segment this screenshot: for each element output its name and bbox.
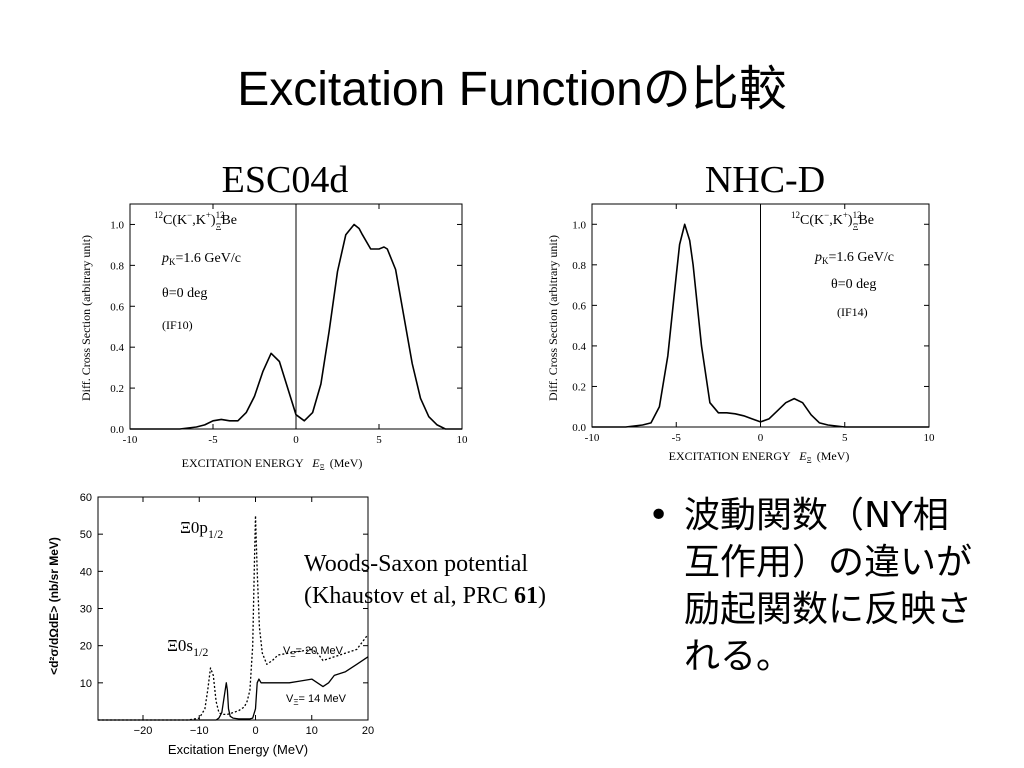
esc-x-tick-label: 5	[376, 434, 382, 446]
esc-y-tick-label: 0.0	[110, 424, 124, 436]
nhc-series-line-0	[592, 223, 929, 428]
esc04d-heading: ESC04d	[221, 159, 349, 201]
esc04d-axes	[129, 203, 463, 430]
nhc-d-y-axis-label: Diff. Cross Section (arbitrary unit)	[546, 235, 560, 401]
ws-y-tick-label: 60	[80, 492, 92, 504]
nhc-d-x-axis-label-text: EXCITATION ENERGY	[669, 449, 791, 463]
esc-series-line-0	[130, 223, 462, 430]
caption-line-1: Woods-Saxon potential	[304, 551, 529, 577]
esc-y-tick-label: 0.4	[110, 342, 124, 354]
nhc-d-tag-label: (IF14)	[837, 305, 868, 319]
nhc-x-tick-label: 5	[842, 432, 848, 444]
esc04d-y-axis-label: Diff. Cross Section (arbitrary unit)	[79, 235, 93, 401]
legend-v14-label: VΞ= 14 MeV	[286, 693, 347, 707]
esc04d-excitation-chart: -10 -5 0 5 10 0.0 0.2 0.4 0.6 0.8 1.0 Diff. Cross …	[79, 203, 468, 472]
ws-y-tick-label: 30	[80, 604, 92, 616]
ws-y-tick-label: 10	[80, 678, 92, 690]
woods-saxon-ticks: −20 −10 0 10 20 10 20 30 40 50 60	[80, 492, 374, 737]
nhc-y-tick-label: 0.6	[572, 300, 586, 312]
woods-saxon-x-axis-label: Excitation Energy (MeV)	[168, 742, 308, 757]
nhc-d-x-axis-label: EXCITATION ENERGY EΞ (MeV)	[669, 449, 850, 465]
woods-saxon-excitation-chart: −20 −10 0 10 20 10 20 30 40 50 60 <d²σ/dΩdE> (nb/s…	[47, 492, 374, 757]
nhc-d-excitation-chart: -10 -5 0 5 10 0.0 0.2 0.4 0.6 0.8 1.0 Diff. Cross …	[546, 203, 935, 465]
esc04d-tag-label: (IF10)	[162, 318, 193, 332]
esc-y-tick-label: 0.6	[110, 301, 124, 313]
esc-y-tick-label: 0.8	[110, 260, 124, 272]
esc-y-tick-label: 1.0	[110, 219, 124, 231]
ws-y-tick-label: 40	[80, 566, 92, 578]
xi-0p-label: Ξ0p1/2	[180, 518, 223, 541]
nhc-d-axes	[591, 203, 930, 428]
woods-saxon-caption: Woods-Saxon potential (Khaustov et al, P…	[304, 548, 664, 612]
ws-x-tick-label: 20	[362, 725, 374, 737]
esc-x-tick-label: -5	[208, 434, 218, 446]
woods-saxon-series	[98, 514, 369, 721]
ws-y-tick-label: 50	[80, 529, 92, 541]
nhc-d-momentum-label: pK=1.6 GeV/c	[814, 250, 894, 266]
nhc-d-ticks: -10 -5 0 5 10 0.0 0.2 0.4 0.6 0.8 1.0	[572, 204, 935, 444]
ws-x-tick-label: 10	[306, 725, 318, 737]
esc04d-x-axis-label: EXCITATION ENERGY EΞ (MeV)	[182, 456, 363, 472]
ws-y-tick-label: 20	[80, 641, 92, 653]
nhc-d-reaction-label: 12C(K−,K+)12 ΞBe	[791, 210, 874, 232]
bullet-text: 波動関数（NY相互作用）の違いが励起関数に反映される。	[684, 495, 973, 677]
nhc-y-tick-label: 1.0	[572, 219, 586, 231]
esc04d-angle-label: θ=0 deg	[162, 286, 207, 301]
esc-x-tick-label: 10	[457, 434, 469, 446]
esc04d-series	[130, 223, 462, 430]
esc-x-tick-label: -10	[123, 434, 138, 446]
caption-volume: 61	[514, 583, 538, 609]
ws-x-tick-label: 0	[252, 725, 258, 737]
woods-saxon-y-axis-label: <d²σ/dΩdE> (nb/sr MeV)	[47, 537, 61, 675]
ws-series-line-1	[98, 656, 369, 721]
nhc-y-tick-label: 0.2	[572, 381, 586, 393]
slide-title: Excitation Functionの比較	[237, 63, 787, 116]
bullet-mark: •	[648, 495, 670, 536]
esc04d-ticks: -10 -5 0 5 10 0.0 0.2 0.4 0.6 0.8 1.0	[110, 204, 468, 446]
esc04d-momentum-label: pK=1.6 GeV/c	[161, 251, 241, 267]
nhc-x-tick-label: 10	[924, 432, 936, 444]
caption-line-2: (Khaustov et al, PRC 61)	[304, 583, 546, 609]
nhc-y-tick-label: 0.4	[572, 341, 586, 353]
esc-y-tick-label: 0.2	[110, 383, 124, 395]
esc-x-tick-label: 0	[293, 434, 299, 446]
esc04d-reaction-label: 12C(K−,K+)12 ΞBe	[154, 210, 237, 232]
nhc-d-angle-label: θ=0 deg	[831, 277, 876, 292]
nhc-d-series	[592, 223, 929, 428]
ws-x-tick-label: −10	[190, 725, 209, 737]
nhc-x-tick-label: -5	[672, 432, 682, 444]
nhc-x-tick-label: -10	[585, 432, 600, 444]
nhc-y-tick-label: 0.8	[572, 260, 586, 272]
ws-x-tick-label: −20	[134, 725, 153, 737]
esc04d-x-axis-label-text: EXCITATION ENERGY	[182, 456, 304, 470]
ws-series-line-0	[98, 514, 369, 721]
nhc-d-heading: NHC-D	[704, 159, 826, 201]
nhc-y-tick-label: 0.0	[572, 422, 586, 434]
nhc-x-tick-label: 0	[758, 432, 764, 444]
legend-v20-label: VΞ= 20 MeV	[283, 645, 344, 659]
xi-0s-label: Ξ0s1/2	[167, 636, 208, 659]
